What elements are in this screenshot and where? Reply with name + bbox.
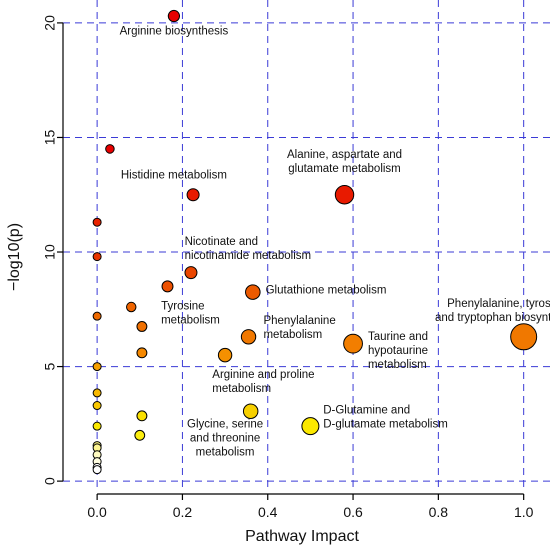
data-point xyxy=(134,429,146,441)
data-point xyxy=(136,347,148,359)
y-tick-label: 10 xyxy=(42,244,58,260)
point-annotation: Arginine and proline metabolism xyxy=(212,369,314,395)
point-annotation: Taurine and hypotaurine metabolism xyxy=(368,331,428,371)
data-point xyxy=(245,284,261,300)
annotation-line: metabolism xyxy=(368,359,427,371)
x-tick-label: 0.0 xyxy=(87,504,107,520)
x-tick-label: 0.2 xyxy=(173,504,193,520)
x-axis-title: Pathway Impact xyxy=(245,528,359,545)
annotation-line: and tryptophan biosynthesis xyxy=(435,312,550,324)
y-tick-label: 5 xyxy=(42,362,58,370)
data-point xyxy=(92,401,102,411)
data-point xyxy=(92,465,102,475)
point-layer xyxy=(92,9,538,475)
data-point xyxy=(161,280,174,293)
data-point xyxy=(301,417,320,436)
annotation-line: Glutathione metabolism xyxy=(266,284,387,296)
point-annotation: Tyrosine metabolism xyxy=(161,300,220,326)
annotation-line: Alanine, aspartate and xyxy=(287,149,402,161)
annotation-line: metabolism xyxy=(263,329,322,341)
annotation-line: metabolism xyxy=(196,446,255,458)
y-axis-title: −log10(p) xyxy=(6,223,23,291)
data-point xyxy=(92,252,102,262)
annotation-layer: Arginine biosynthesis Alanine, aspartate … xyxy=(120,25,550,458)
x-tick-label: 0.6 xyxy=(343,504,363,520)
data-point xyxy=(92,311,102,321)
data-point xyxy=(217,347,233,363)
point-annotation: Glycine, serine and threonine metabolism xyxy=(187,418,263,458)
axis-layer: 0 5 10 15 20 0.0 0.2 0.4 0.6 0.8 1.0 xyxy=(42,15,534,520)
point-annotation: D-Glutamine and D-glutamate metabolism xyxy=(323,405,448,431)
point-annotation: Nicotinate and nicotinamide metabolism xyxy=(185,236,312,262)
annotation-line: Arginine and proline xyxy=(212,369,314,381)
point-annotation: Histidine metabolism xyxy=(121,170,227,182)
annotation-line: glutamate metabolism xyxy=(288,163,401,175)
annotation-line: metabolism xyxy=(161,314,220,326)
point-annotation: Phenylalanine, tyrosine and tryptophan bi… xyxy=(435,298,550,324)
x-tick-label: 0.8 xyxy=(429,504,449,520)
annotation-line: Taurine and xyxy=(368,331,428,343)
data-point xyxy=(167,9,181,23)
y-tick-label: 0 xyxy=(42,477,58,485)
data-point xyxy=(343,333,363,354)
data-point xyxy=(334,185,355,205)
x-tick-label: 0.4 xyxy=(258,504,278,520)
annotation-line: Arginine biosynthesis xyxy=(120,25,229,37)
annotation-line: Phenylalanine xyxy=(263,315,335,327)
data-point xyxy=(186,188,200,202)
annotation-line: Histidine metabolism xyxy=(121,170,227,182)
annotation-line: D-Glutamine and xyxy=(323,405,410,417)
data-point xyxy=(510,323,538,351)
point-annotation: Glutathione metabolism xyxy=(266,284,387,296)
data-point xyxy=(92,388,102,398)
annotation-line: Nicotinate and xyxy=(185,236,259,248)
annotation-line: hypotaurine xyxy=(368,345,428,357)
annotation-line: Glycine, serine xyxy=(187,418,263,430)
annotation-line: nicotinamide metabolism xyxy=(185,250,312,262)
data-point xyxy=(240,329,257,345)
y-tick-label: 15 xyxy=(42,129,58,145)
annotation-line: Phenylalanine, tyrosine xyxy=(447,298,550,310)
data-point xyxy=(92,421,102,431)
data-point xyxy=(105,144,115,154)
annotation-line: and threonine xyxy=(190,432,260,444)
data-point xyxy=(92,217,102,227)
data-point xyxy=(126,301,137,313)
data-point xyxy=(184,266,198,280)
x-tick-label: 1.0 xyxy=(514,504,534,520)
annotation-line: metabolism xyxy=(212,383,271,395)
point-annotation: Phenylalanine metabolism xyxy=(263,315,335,341)
annotation-line: D-glutamate metabolism xyxy=(323,419,448,431)
point-annotation: Alanine, aspartate and glutamate metaboli… xyxy=(287,149,402,175)
annotation-line: Tyrosine xyxy=(161,300,204,312)
data-point xyxy=(242,403,259,419)
grid-layer xyxy=(63,0,550,488)
data-point xyxy=(136,410,148,422)
y-tick-label: 20 xyxy=(42,15,58,31)
data-point xyxy=(136,321,148,332)
point-annotation: Arginine biosynthesis xyxy=(120,25,229,37)
data-point xyxy=(92,362,102,372)
